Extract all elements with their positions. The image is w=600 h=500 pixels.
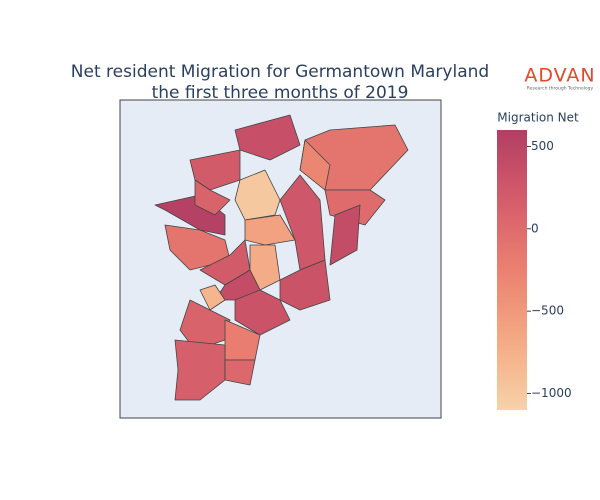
colorbar-ticks: 500 0 −500 −1000 [527, 139, 572, 400]
region [249, 244, 281, 291]
logo-name: ADVAN [524, 65, 595, 87]
region [234, 289, 291, 336]
region [224, 359, 256, 386]
chart-title: Net resident Migration for Germantown Ma… [71, 62, 489, 82]
colorbar-tick-label: −1000 [531, 386, 572, 400]
logo-tagline: Research through Technology [527, 86, 594, 92]
region [234, 114, 301, 161]
region [199, 284, 226, 311]
colorbar-tick-label: 0 [531, 221, 539, 235]
map [154, 114, 409, 401]
region [329, 204, 361, 266]
region [189, 149, 241, 191]
colorbar-tick-label: −500 [531, 304, 564, 318]
region [244, 214, 296, 246]
chart-title: the first three months of 2019 [152, 83, 409, 103]
colorbar [497, 130, 527, 410]
region [199, 239, 251, 286]
region [174, 339, 226, 401]
region [194, 179, 231, 216]
colorbar-title: Migration Net [497, 111, 579, 125]
colorbar-tick-label: 500 [531, 139, 554, 153]
region [234, 169, 281, 221]
